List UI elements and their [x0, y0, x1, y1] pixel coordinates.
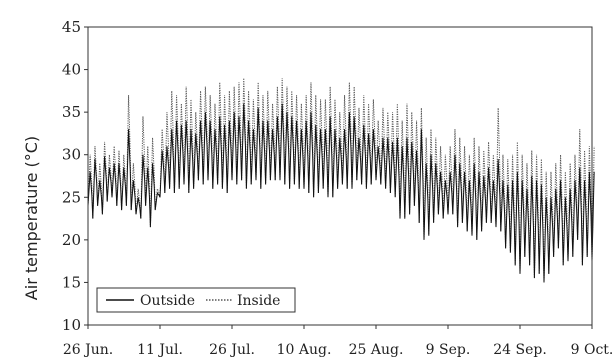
x-tick-label: 11 Jul. — [137, 342, 183, 358]
plot-frame — [87, 26, 593, 326]
legend-inside-label: Inside — [237, 293, 280, 309]
y-tick-label: 15 — [62, 273, 81, 291]
y-tick-label: 30 — [62, 146, 81, 164]
x-axis-ticks: 26 Jun. 11 Jul. 26 Jul. 10 Aug. 25 Aug. 9 Sep… — [63, 325, 614, 358]
y-tick-label: 10 — [62, 316, 81, 334]
x-tick-label: 26 Jul. — [209, 342, 255, 358]
x-tick-label: 9 Sep. — [426, 342, 471, 358]
y-axis-label: Air temperature (°C) — [22, 136, 41, 300]
x-tick-label: 9 Oct. — [571, 342, 614, 358]
plot-lines — [87, 78, 595, 283]
x-tick-label: 10 Aug. — [277, 342, 332, 358]
y-tick-label: 35 — [62, 103, 81, 121]
x-tick-label: 26 Jun. — [63, 342, 113, 358]
series-outside-line — [87, 103, 595, 283]
y-axis-ticks: 10 15 20 25 30 35 40 45 — [62, 18, 88, 334]
y-tick-label: 45 — [62, 18, 81, 36]
x-tick-label: 25 Aug. — [349, 342, 404, 358]
legend-outside-label: Outside — [140, 293, 195, 309]
y-tick-label: 20 — [62, 231, 81, 249]
y-tick-label: 25 — [62, 188, 81, 206]
x-tick-label: 24 Sep. — [493, 342, 547, 358]
y-tick-label: 40 — [62, 61, 81, 79]
legend: Outside Inside — [96, 287, 296, 313]
